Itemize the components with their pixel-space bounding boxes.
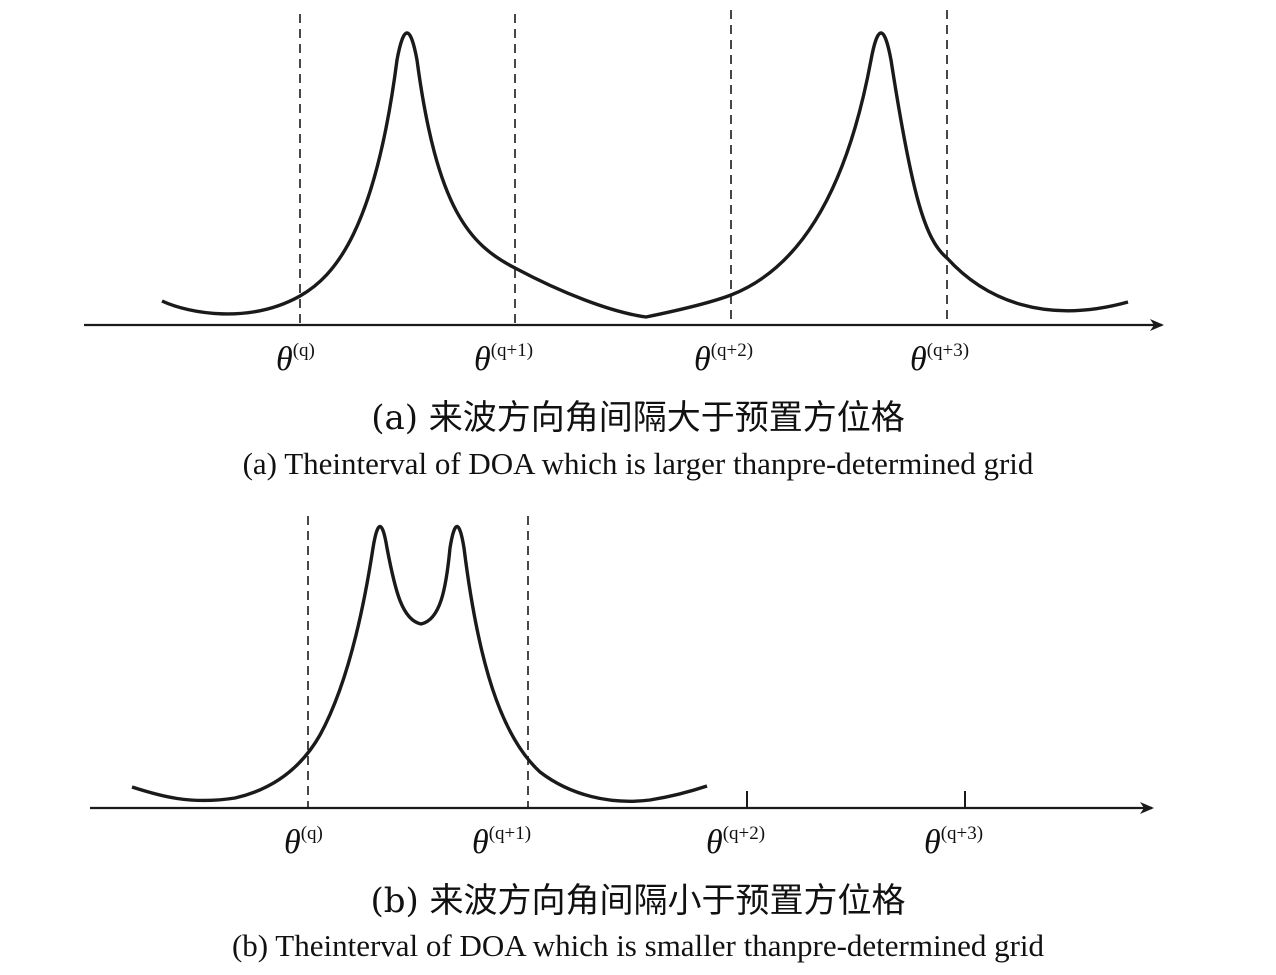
panel-a-label-q2-symbol: θ [694, 341, 711, 378]
panel-b-label-q1-sup: (q+1) [489, 823, 531, 844]
panel-b: θ(q) θ(q+1) θ(q+2) θ(q+3) [90, 516, 1154, 861]
svg-text:θ(q): θ(q) [284, 823, 323, 861]
svg-text:θ(q+3): θ(q+3) [924, 823, 983, 861]
svg-text:θ(q+2): θ(q+2) [694, 340, 753, 378]
panel-b-label-q3-sup: (q+3) [941, 823, 983, 844]
svg-text:θ(q+2): θ(q+2) [706, 823, 765, 861]
panel-a: θ(q) θ(q+1) θ(q+2) θ(q+3) [84, 10, 1164, 378]
panel-a-label-q1-sup: (q+1) [491, 340, 533, 361]
panel-b-label-q-sup: (q) [301, 823, 323, 844]
panel-a-label-q3-symbol: θ [910, 341, 927, 378]
panel-b-caption-cn: (b) 来波方向角间隔小于预置方位格 [370, 881, 906, 921]
panel-a-label-q2-sup: (q+2) [711, 340, 753, 361]
panel-b-label-q2-symbol: θ [706, 824, 723, 861]
svg-text:θ(q+3): θ(q+3) [910, 340, 969, 378]
panel-a-caption-cn: (a) 来波方向角间隔大于预置方位格 [371, 398, 905, 438]
panel-b-label-q2-sup: (q+2) [723, 823, 765, 844]
panel-b-label-q1-symbol: θ [472, 824, 489, 861]
panel-a-caption-en: (a) Theinterval of DOA which is larger t… [242, 446, 1034, 481]
panel-b-caption-en: (b) Theinterval of DOA which is smaller … [231, 928, 1045, 963]
panel-a-label-q3-sup: (q+3) [927, 340, 969, 361]
panel-a-spectrum-curve [161, 31, 1129, 319]
panel-a-label-q-sup: (q) [293, 340, 315, 361]
panel-b-spectrum-curve [131, 524, 708, 803]
svg-text:θ(q): θ(q) [276, 340, 315, 378]
panel-a-label-q-symbol: θ [276, 341, 293, 378]
panel-a-label-q1-symbol: θ [474, 341, 491, 378]
svg-text:θ(q+1): θ(q+1) [474, 340, 533, 378]
panel-b-label-q-symbol: θ [284, 824, 301, 861]
panel-b-label-q3-symbol: θ [924, 824, 941, 861]
svg-text:θ(q+1): θ(q+1) [472, 823, 531, 861]
